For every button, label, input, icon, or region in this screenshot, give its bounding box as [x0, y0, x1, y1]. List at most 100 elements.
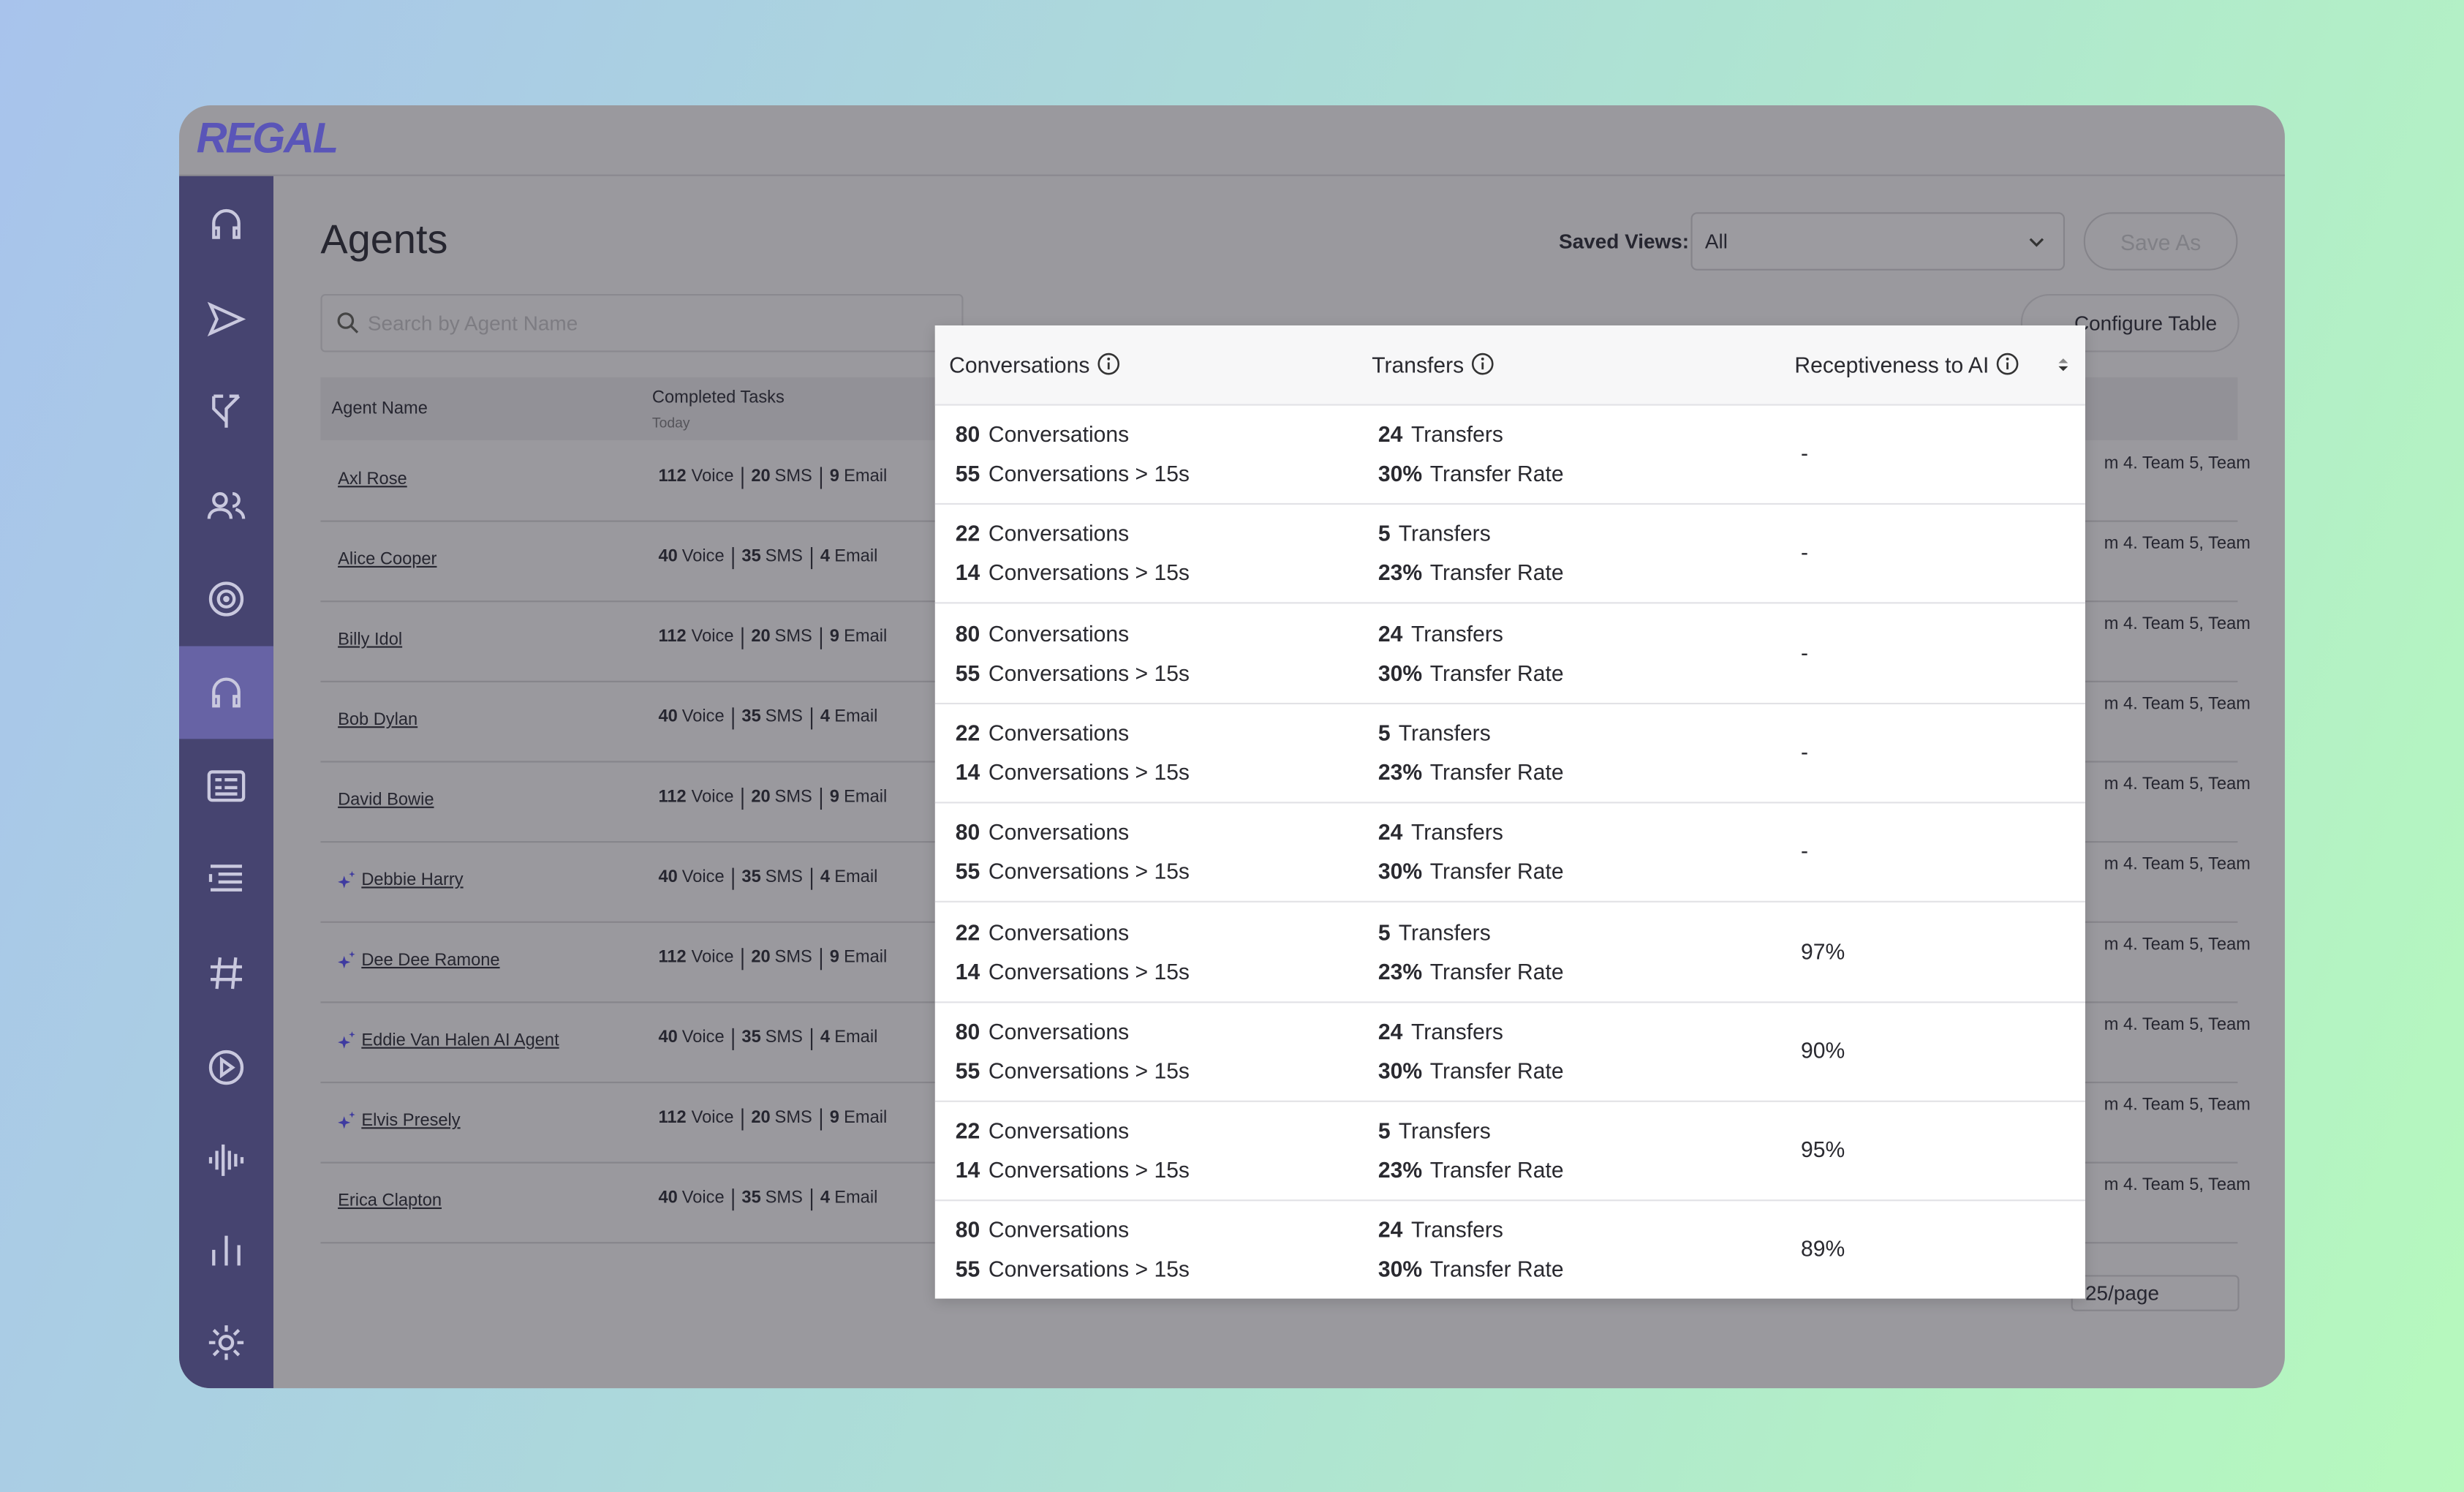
nav-icon[interactable]	[206, 298, 247, 339]
overlay-row: 80 Conversations 55 Conversations > 15s 24 Tr…	[934, 1001, 2085, 1102]
transfer-rate-label: Transfer Rate	[1429, 1157, 1564, 1183]
task-count: 112	[658, 1108, 687, 1128]
nav-icon[interactable]	[206, 1322, 247, 1363]
nav-icon[interactable]	[206, 204, 247, 245]
receptiveness: 95%	[1800, 1137, 1845, 1162]
teams: m 4. Team 5, Team	[2104, 855, 2251, 875]
configure-table-button[interactable]: Configure Table	[2020, 293, 2240, 353]
conversations-label: Conversations	[988, 521, 1130, 546]
separator	[732, 1028, 734, 1050]
agent-name-link[interactable]: David Bowie	[338, 791, 434, 810]
task-count: 40	[658, 707, 678, 727]
overlay-row: 22 Conversations 14 Conversations > 15s 5 Tra…	[934, 703, 2085, 804]
conversations-15s-label: Conversations > 15s	[988, 659, 1190, 685]
task-count: 35	[741, 547, 761, 566]
ai-icon	[338, 870, 355, 889]
teams: m 4. Team 5, Team	[2104, 454, 2251, 474]
task-count: 4	[820, 867, 831, 887]
transfers-value: 5	[1378, 1118, 1391, 1143]
page-size-select[interactable]: 25/page	[2071, 1275, 2240, 1311]
agent-name-link[interactable]: Dee Dee Ramone	[361, 951, 500, 971]
separator	[741, 467, 744, 489]
teams: m 4. Team 5, Team	[2104, 695, 2251, 714]
conversations-label: Conversations	[988, 919, 1130, 944]
conversations-15s-value: 55	[955, 1256, 980, 1282]
conversations-15s-value: 55	[955, 859, 980, 884]
transfer-rate-label: Transfer Rate	[1429, 958, 1564, 984]
conversations-15s-value: 14	[955, 759, 980, 785]
overlay-row: 80 Conversations 55 Conversations > 15s 24 Tr…	[934, 603, 2085, 704]
agent-name-link[interactable]: Alice Cooper	[338, 550, 437, 570]
logo[interactable]: REGAL	[196, 114, 339, 162]
task-label: Email	[834, 707, 878, 727]
task-label: SMS	[774, 787, 812, 807]
nav-icon[interactable]	[206, 859, 247, 900]
conversations-15s-label: Conversations > 15s	[988, 1256, 1190, 1282]
task-count: 40	[658, 867, 678, 887]
nav-icon[interactable]	[206, 673, 247, 714]
nav-icon[interactable]	[206, 1047, 247, 1088]
task-count: 40	[658, 1188, 678, 1207]
ai-icon	[338, 951, 355, 969]
info-icon[interactable]	[1097, 353, 1120, 376]
task-label: Voice	[691, 787, 734, 807]
teams: m 4. Team 5, Team	[2104, 534, 2251, 554]
save-as-button[interactable]: Save As	[2083, 212, 2238, 271]
receptiveness: -	[1800, 639, 1809, 665]
conversations-value: 80	[955, 1217, 980, 1243]
receptiveness: -	[1800, 539, 1809, 565]
task-count: 9	[829, 467, 839, 486]
nav-icon[interactable]	[206, 1139, 247, 1180]
agent-name-link[interactable]: Axl Rose	[338, 470, 407, 489]
nav-icon[interactable]	[206, 486, 247, 527]
search-box[interactable]: Search by Agent Name	[320, 293, 964, 353]
receptiveness: 97%	[1800, 938, 1845, 963]
saved-views-select[interactable]: All	[1690, 212, 2066, 271]
info-icon[interactable]	[1995, 353, 2019, 376]
column-header: Conversations	[949, 352, 1090, 377]
receptiveness: -	[1800, 838, 1809, 864]
nav-icon[interactable]	[206, 766, 247, 807]
transfer-rate-value: 30%	[1378, 1256, 1423, 1282]
conversations-label: Conversations	[988, 819, 1130, 845]
task-label: SMS	[765, 707, 803, 727]
overlay-row: 22 Conversations 14 Conversations > 15s 5 Tra…	[934, 504, 2085, 605]
teams: m 4. Team 5, Team	[2104, 775, 2251, 794]
overlay-header: Conversations Transfers Receptiveness to A…	[934, 325, 2085, 406]
transfer-rate-value: 30%	[1378, 460, 1423, 486]
task-count: 112	[658, 948, 687, 968]
task-count: 35	[741, 1188, 761, 1207]
nav-icon[interactable]	[206, 579, 247, 619]
conversations-value: 22	[955, 521, 980, 546]
separator	[810, 547, 813, 570]
task-count: 40	[658, 547, 678, 566]
nav-icon[interactable]	[206, 1229, 247, 1270]
agent-name-link[interactable]: Debbie Harry	[361, 870, 464, 890]
separator	[820, 948, 823, 971]
agent-name-link[interactable]: Eddie Van Halen AI Agent	[361, 1031, 559, 1050]
agent-name-link[interactable]: Erica Clapton	[338, 1191, 442, 1211]
sort-icon[interactable]	[2055, 355, 2071, 374]
transfer-rate-label: Transfer Rate	[1429, 759, 1564, 785]
separator	[732, 867, 734, 890]
agent-name-link[interactable]: Elvis Presely	[361, 1111, 461, 1131]
task-count: 35	[741, 1028, 761, 1047]
overlay-row: 80 Conversations 55 Conversations > 15s 24 Tr…	[935, 1200, 2085, 1299]
agent-name-link[interactable]: Billy Idol	[338, 630, 403, 649]
transfers-label: Transfers	[1410, 421, 1503, 447]
task-count: 4	[820, 1188, 831, 1207]
task-count: 4	[820, 547, 831, 566]
transfers-value: 24	[1378, 1217, 1403, 1243]
transfers-label: Transfers	[1398, 521, 1491, 546]
column-subheader: Today	[651, 415, 690, 431]
task-label: Voice	[691, 1108, 734, 1128]
nav-icon[interactable]	[206, 391, 247, 432]
receptiveness: -	[1800, 440, 1809, 466]
agent-name-link[interactable]: Bob Dylan	[338, 710, 418, 730]
task-label: Email	[844, 467, 888, 486]
info-icon[interactable]	[1471, 353, 1494, 376]
task-count: 112	[658, 627, 687, 647]
nav-icon[interactable]	[206, 953, 247, 994]
transfers-label: Transfers	[1398, 919, 1491, 944]
task-count: 9	[829, 787, 839, 807]
